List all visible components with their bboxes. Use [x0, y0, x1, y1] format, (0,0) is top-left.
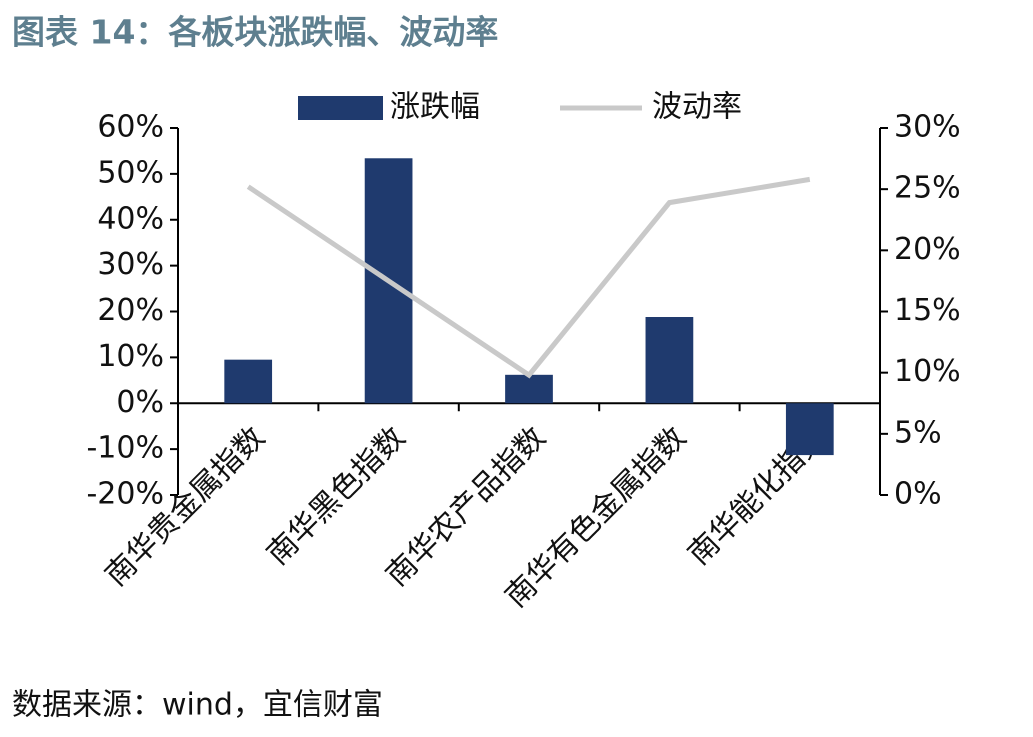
y2-tick-label: 0%	[894, 477, 942, 512]
bar	[224, 359, 273, 404]
bar	[505, 374, 553, 404]
chart-title: 图表 14：各板块涨跌幅、波动率	[12, 13, 498, 52]
y-tick-label: 60%	[97, 110, 164, 145]
y2-tick-label: 15%	[894, 293, 961, 328]
y-tick-label: 30%	[97, 247, 164, 282]
line	[246, 176, 811, 379]
y-tick-label: 20%	[97, 293, 164, 328]
y-tick-label: -20%	[86, 477, 164, 512]
y-tick-label: -10%	[86, 431, 164, 466]
y2-tick-label: 30%	[894, 110, 961, 145]
legend-label: 涨跌幅	[390, 90, 480, 125]
y2-tick-label: 5%	[894, 415, 942, 450]
y-tick-label: 50%	[97, 155, 164, 190]
legend-swatch	[298, 96, 383, 120]
y-tick-label: 10%	[97, 339, 164, 374]
bar	[645, 317, 694, 404]
y2-tick-label: 10%	[894, 354, 961, 389]
y-tick-label: 0%	[116, 385, 164, 420]
source: 数据来源：wind，宜信财富	[12, 688, 383, 723]
legend-label: 波动率	[652, 90, 742, 125]
y-tick-label: 40%	[97, 201, 164, 236]
bar	[785, 403, 834, 456]
y2-tick-label: 20%	[894, 232, 961, 267]
y2-tick-label: 25%	[894, 171, 961, 206]
x-tick-label: 南华黑色指数	[260, 420, 412, 572]
